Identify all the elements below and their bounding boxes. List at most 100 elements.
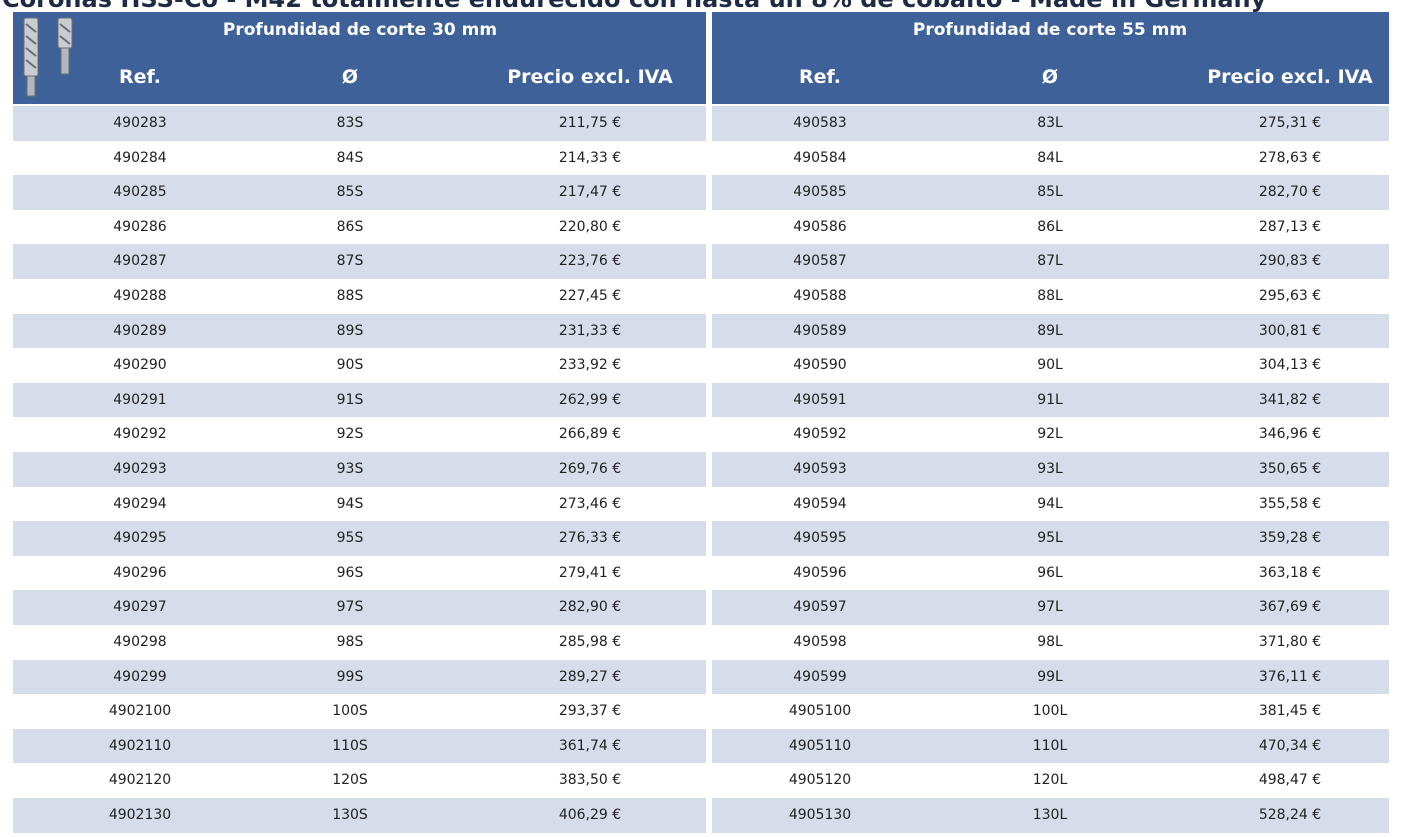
table-cell: 130L: [930, 798, 1170, 833]
column-header: Ref.: [700, 66, 940, 88]
table-cell: 227,45 €: [470, 279, 710, 314]
table-cell: 355,58 €: [1170, 487, 1401, 522]
table-cell: 266,89 €: [470, 417, 710, 452]
table-cell: 490284: [20, 141, 260, 176]
table-cell: 490585: [700, 175, 940, 210]
table-cell: 490588: [700, 279, 940, 314]
table-cell: 304,13 €: [1170, 348, 1401, 383]
table-cell: 490595: [700, 521, 940, 556]
table-cell: 269,76 €: [470, 452, 710, 487]
table-cell: 94L: [930, 487, 1170, 522]
table-cell: 84S: [230, 141, 470, 176]
table-cell: 490293: [20, 452, 260, 487]
table-cell: 83S: [230, 106, 470, 141]
table-cell: 97L: [930, 590, 1170, 625]
table-cell: 490587: [700, 244, 940, 279]
table-cell: 287,13 €: [1170, 210, 1401, 245]
table-cell: 91S: [230, 383, 470, 418]
table-cell: 490298: [20, 625, 260, 660]
table-cell: 381,45 €: [1170, 694, 1401, 729]
table-cell: 233,92 €: [470, 348, 710, 383]
table-cell: 490289: [20, 314, 260, 349]
table-cell: 276,33 €: [470, 521, 710, 556]
table-cell: 4905130: [700, 798, 940, 833]
table-cell: 99S: [230, 660, 470, 695]
table-cell: 83L: [930, 106, 1170, 141]
table-cell: 490589: [700, 314, 940, 349]
table-cell: 376,11 €: [1170, 660, 1401, 695]
table-cell: 220,80 €: [470, 210, 710, 245]
table-cell: 217,47 €: [470, 175, 710, 210]
table-cell: 91L: [930, 383, 1170, 418]
table-cell: 275,31 €: [1170, 106, 1401, 141]
table-cell: 490593: [700, 452, 940, 487]
table-cell: 490288: [20, 279, 260, 314]
table-cell: 285,98 €: [470, 625, 710, 660]
table-cell: 85L: [930, 175, 1170, 210]
table-cell: 490297: [20, 590, 260, 625]
table-cell: 498,47 €: [1170, 763, 1401, 798]
table-cell: 290,83 €: [1170, 244, 1401, 279]
table-cell: 528,24 €: [1170, 798, 1401, 833]
table-cell: 490283: [20, 106, 260, 141]
table-cell: 406,29 €: [470, 798, 710, 833]
table-cell: 490296: [20, 556, 260, 591]
column-header: Precio excl. IVA: [1170, 66, 1401, 88]
table-cell: 88S: [230, 279, 470, 314]
table-cell: 293,37 €: [470, 694, 710, 729]
table-cell: 211,75 €: [470, 106, 710, 141]
table-cell: 278,63 €: [1170, 141, 1401, 176]
table-cell: 490286: [20, 210, 260, 245]
column-header: Ø: [930, 66, 1170, 88]
table-cell: 97S: [230, 590, 470, 625]
table-cell: 490599: [700, 660, 940, 695]
table-cell: 359,28 €: [1170, 521, 1401, 556]
table-cell: 341,82 €: [1170, 383, 1401, 418]
table-cell: 367,69 €: [1170, 590, 1401, 625]
table-cell: 110S: [230, 729, 470, 764]
table-cell: 4905100: [700, 694, 940, 729]
table-cell: 279,41 €: [470, 556, 710, 591]
table-cell: 85S: [230, 175, 470, 210]
table-cell: 89L: [930, 314, 1170, 349]
table-cell: 350,65 €: [1170, 452, 1401, 487]
group-header: Profundidad de corte 30 mm: [110, 20, 610, 40]
table-cell: 93S: [230, 452, 470, 487]
table-cell: 98L: [930, 625, 1170, 660]
table-cell: 490598: [700, 625, 940, 660]
table-cell: 300,81 €: [1170, 314, 1401, 349]
table-cell: 92S: [230, 417, 470, 452]
table-cell: 490295: [20, 521, 260, 556]
table-cell: 490294: [20, 487, 260, 522]
table-cell: 363,18 €: [1170, 556, 1401, 591]
table-cell: 490584: [700, 141, 940, 176]
table-cell: 90L: [930, 348, 1170, 383]
table-cell: 100S: [230, 694, 470, 729]
table-cell: 130S: [230, 798, 470, 833]
table-cell: 95S: [230, 521, 470, 556]
table-cell: 490285: [20, 175, 260, 210]
table-cell: 346,96 €: [1170, 417, 1401, 452]
table-cell: 361,74 €: [470, 729, 710, 764]
table-cell: 490299: [20, 660, 260, 695]
column-header: Ref.: [20, 66, 260, 88]
table-cell: 99L: [930, 660, 1170, 695]
table-cell: 4902130: [20, 798, 260, 833]
table-cell: 490591: [700, 383, 940, 418]
table-cell: 4902120: [20, 763, 260, 798]
table-cell: 94S: [230, 487, 470, 522]
table-cell: 231,33 €: [470, 314, 710, 349]
table-cell: 89S: [230, 314, 470, 349]
table-cell: 90S: [230, 348, 470, 383]
table-cell: 223,76 €: [470, 244, 710, 279]
table-cell: 490597: [700, 590, 940, 625]
table-cell: 262,99 €: [470, 383, 710, 418]
column-header: Precio excl. IVA: [470, 66, 710, 88]
table-cell: 87L: [930, 244, 1170, 279]
table-cell: 273,46 €: [470, 487, 710, 522]
table-cell: 282,90 €: [470, 590, 710, 625]
table-cell: 490592: [700, 417, 940, 452]
table-cell: 95L: [930, 521, 1170, 556]
table-cell: 98S: [230, 625, 470, 660]
table-cell: 4902100: [20, 694, 260, 729]
